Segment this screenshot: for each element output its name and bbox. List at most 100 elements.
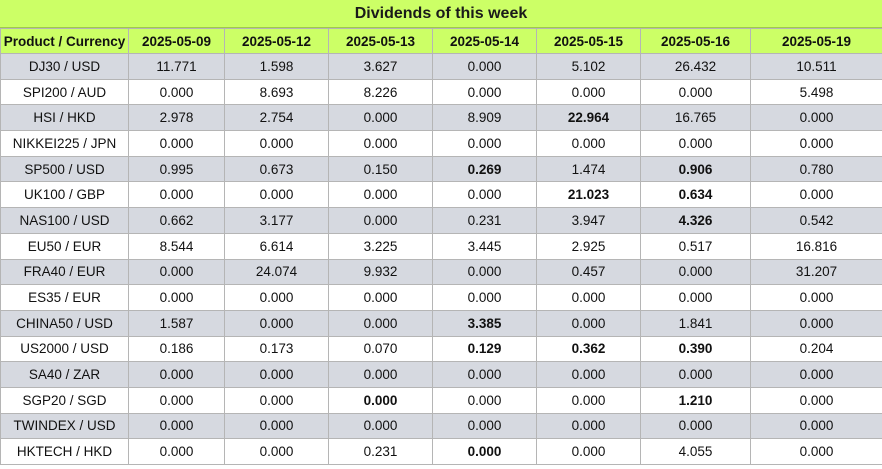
dividend-value-cell: 0.000 — [128, 438, 225, 465]
dividend-value-cell: 0.000 — [750, 181, 882, 209]
product-cell: ES35 / EUR — [0, 284, 129, 311]
dividend-value-cell: 0.673 — [224, 155, 329, 183]
dividend-value-cell: 0.000 — [224, 412, 329, 440]
dividend-value-cell: 0.000 — [536, 438, 641, 465]
dividend-value-cell: 0.000 — [750, 412, 882, 440]
product-cell: HKTECH / HKD — [0, 438, 129, 465]
dividend-value-cell: 0.231 — [432, 207, 537, 234]
header-date: 2025-05-13 — [328, 28, 433, 54]
dividend-value-cell: 8.693 — [224, 78, 329, 106]
product-cell: NIKKEI225 / JPN — [0, 130, 129, 157]
dividend-value-cell: 8.544 — [128, 232, 225, 260]
table-row: TWINDEX / USD 0.000 0.000 0.000 0.000 0.000 0.… — [0, 412, 882, 440]
dividend-value-cell: 0.000 — [224, 361, 329, 388]
dividend-value-cell: 0.000 — [640, 412, 751, 440]
dividend-value-cell: 24.074 — [224, 258, 329, 286]
dividend-value-cell: 0.150 — [328, 155, 433, 183]
dividend-value-cell: 3.627 — [328, 53, 433, 80]
dividend-value-cell: 3.385 — [432, 309, 537, 337]
header-date: 2025-05-19 — [750, 28, 882, 54]
product-cell: SP500 / USD — [0, 155, 129, 183]
table-row: US2000 / USD 0.186 0.173 0.070 0.129 0.362 0.3… — [0, 335, 882, 363]
dividend-value-cell: 0.000 — [750, 104, 882, 132]
dividend-value-cell: 0.000 — [536, 361, 641, 388]
table-row: HKTECH / HKD 0.000 0.000 0.231 0.000 0.000 4.0… — [0, 438, 882, 465]
product-cell: SPI200 / AUD — [0, 78, 129, 106]
dividend-value-cell: 1.841 — [640, 309, 751, 337]
table-row: CHINA50 / USD 1.587 0.000 0.000 3.385 0.000 1.… — [0, 309, 882, 337]
dividend-value-cell: 8.226 — [328, 78, 433, 106]
dividend-value-cell: 1.587 — [128, 309, 225, 337]
table-row: SP500 / USD 0.995 0.673 0.150 0.269 1.474 0.90… — [0, 155, 882, 183]
dividend-value-cell: 2.925 — [536, 232, 641, 260]
dividend-value-cell: 0.173 — [224, 335, 329, 363]
dividend-value-cell: 3.225 — [328, 232, 433, 260]
dividend-value-cell: 0.000 — [750, 284, 882, 311]
dividend-value-cell: 0.000 — [640, 130, 751, 157]
table-row: ES35 / EUR 0.000 0.000 0.000 0.000 0.000 0.000… — [0, 284, 882, 311]
dividend-value-cell: 0.000 — [224, 438, 329, 465]
dividend-value-cell: 0.000 — [328, 361, 433, 388]
dividend-value-cell: 0.542 — [750, 207, 882, 234]
dividend-value-cell: 9.932 — [328, 258, 433, 286]
dividend-value-cell: 0.000 — [328, 130, 433, 157]
dividend-value-cell: 31.207 — [750, 258, 882, 286]
product-cell: US2000 / USD — [0, 335, 129, 363]
product-cell: HSI / HKD — [0, 104, 129, 132]
dividend-value-cell: 0.231 — [328, 438, 433, 465]
header-date: 2025-05-12 — [224, 28, 329, 54]
table-title: Dividends of this week — [0, 0, 882, 28]
dividend-value-cell: 0.906 — [640, 155, 751, 183]
dividend-value-cell: 0.000 — [750, 130, 882, 157]
header-date: 2025-05-15 — [536, 28, 641, 54]
dividend-value-cell: 0.000 — [536, 309, 641, 337]
dividend-value-cell: 0.129 — [432, 335, 537, 363]
dividend-value-cell: 0.000 — [328, 412, 433, 440]
dividend-value-cell: 0.186 — [128, 335, 225, 363]
header-product: Product / Currency — [0, 28, 129, 54]
dividend-value-cell: 0.000 — [128, 412, 225, 440]
dividend-value-cell: 0.000 — [432, 53, 537, 80]
dividend-value-cell: 0.000 — [750, 361, 882, 388]
table-body: DJ30 / USD 11.771 1.598 3.627 0.000 5.102 26.4… — [0, 53, 882, 465]
dividend-value-cell: 3.947 — [536, 207, 641, 234]
dividend-value-cell: 0.000 — [536, 386, 641, 414]
dividend-value-cell: 0.000 — [536, 78, 641, 106]
dividend-value-cell: 0.000 — [432, 412, 537, 440]
dividend-value-cell: 0.070 — [328, 335, 433, 363]
dividend-value-cell: 0.000 — [128, 386, 225, 414]
product-cell: TWINDEX / USD — [0, 412, 129, 440]
dividend-value-cell: 0.000 — [328, 309, 433, 337]
dividend-value-cell: 0.000 — [432, 386, 537, 414]
dividend-value-cell: 0.390 — [640, 335, 751, 363]
table-row: SA40 / ZAR 0.000 0.000 0.000 0.000 0.000 0.000… — [0, 361, 882, 388]
dividend-value-cell: 0.000 — [432, 258, 537, 286]
dividend-value-cell: 1.474 — [536, 155, 641, 183]
dividend-value-cell: 0.000 — [224, 181, 329, 209]
dividend-value-cell: 0.362 — [536, 335, 641, 363]
dividend-value-cell: 0.000 — [432, 438, 537, 465]
dividend-value-cell: 0.000 — [224, 284, 329, 311]
dividend-value-cell: 0.000 — [432, 78, 537, 106]
dividend-value-cell: 22.964 — [536, 104, 641, 132]
product-cell: CHINA50 / USD — [0, 309, 129, 337]
header-date: 2025-05-14 — [432, 28, 537, 54]
product-cell: EU50 / EUR — [0, 232, 129, 260]
dividend-value-cell: 0.204 — [750, 335, 882, 363]
table-row: SGP20 / SGD 0.000 0.000 0.000 0.000 0.000 1.21… — [0, 386, 882, 414]
dividend-value-cell: 0.000 — [640, 284, 751, 311]
dividend-value-cell: 5.102 — [536, 53, 641, 80]
dividend-value-cell: 0.000 — [128, 181, 225, 209]
dividend-value-cell: 0.457 — [536, 258, 641, 286]
dividend-value-cell: 0.995 — [128, 155, 225, 183]
dividend-value-cell: 0.000 — [432, 181, 537, 209]
product-cell: FRA40 / EUR — [0, 258, 129, 286]
dividend-value-cell: 0.000 — [328, 104, 433, 132]
table-row: UK100 / GBP 0.000 0.000 0.000 0.000 21.023 0.6… — [0, 181, 882, 209]
dividend-value-cell: 0.000 — [328, 207, 433, 234]
table-row: EU50 / EUR 8.544 6.614 3.225 3.445 2.925 0.517… — [0, 232, 882, 260]
dividend-value-cell: 10.511 — [750, 53, 882, 80]
dividend-value-cell: 0.000 — [432, 130, 537, 157]
dividend-value-cell: 0.000 — [328, 284, 433, 311]
dividend-value-cell: 21.023 — [536, 181, 641, 209]
